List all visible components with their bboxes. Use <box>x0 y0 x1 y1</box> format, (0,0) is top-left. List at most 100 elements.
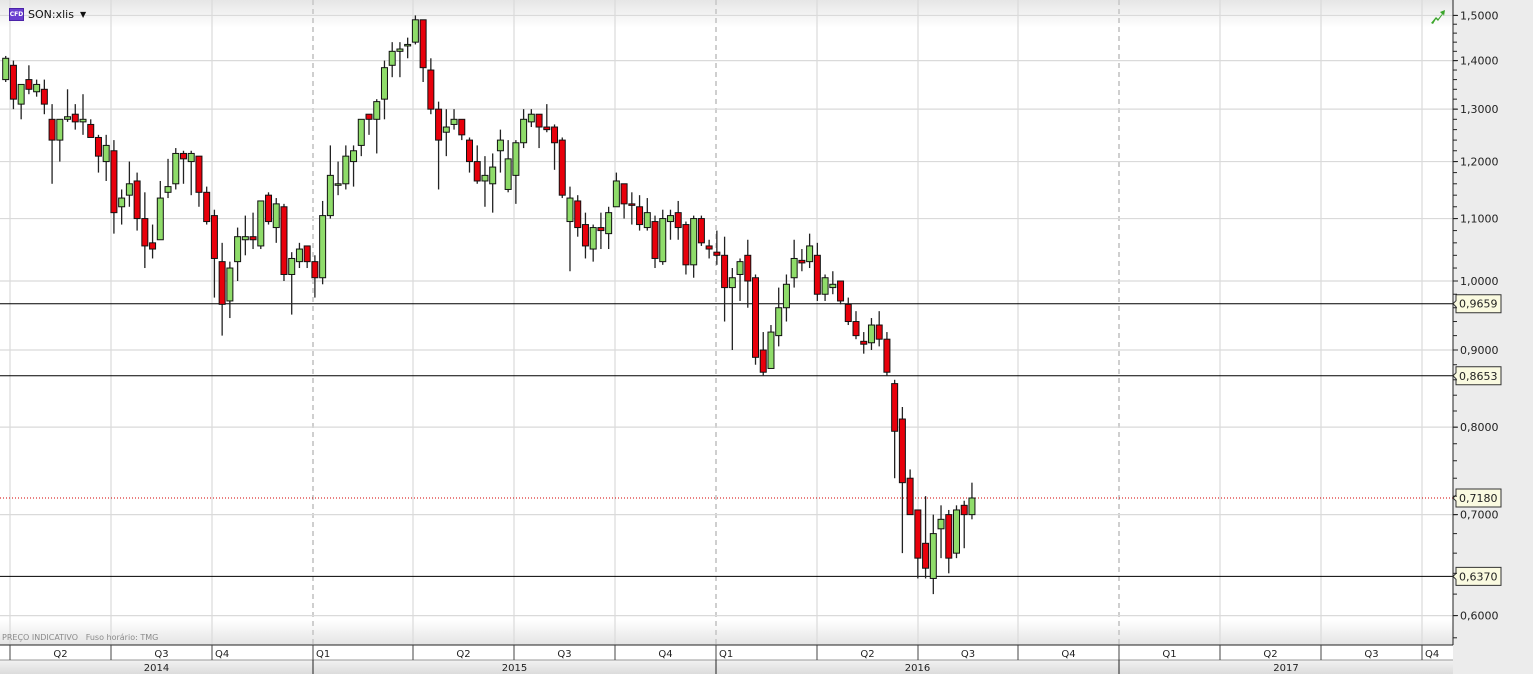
candle-body <box>56 118 64 141</box>
current-price-label: 0,7180 <box>1452 488 1502 508</box>
candle <box>744 239 752 308</box>
candle-body <box>466 139 473 163</box>
candle <box>721 236 729 322</box>
candle-body <box>496 139 504 152</box>
candle-body <box>906 477 914 516</box>
candle-body <box>535 113 543 128</box>
candle <box>659 209 667 265</box>
symbol-selector[interactable]: CFD SON:xlis ▼ <box>9 8 86 21</box>
candle-body <box>952 509 960 554</box>
quarter-label: Q2 <box>860 649 874 660</box>
price-label-box <box>1452 488 1502 508</box>
candle <box>295 242 303 269</box>
candle <box>837 280 845 305</box>
candle <box>520 109 528 149</box>
candle-body <box>365 113 373 120</box>
candle <box>929 514 937 595</box>
candle-body <box>357 118 365 146</box>
candle <box>226 261 234 319</box>
candle <box>798 249 806 272</box>
candle <box>867 318 875 351</box>
candle <box>280 203 288 281</box>
horizontal-levels[interactable]: 0,9659 0,8653 0,6370 0,7180 <box>0 294 1502 586</box>
candle <box>102 134 110 181</box>
candle-body <box>203 191 211 223</box>
year-label: 2014 <box>144 663 169 674</box>
candle-body <box>249 236 257 241</box>
price-tick-label: 1,3000 <box>1460 103 1499 116</box>
candle <box>782 274 790 322</box>
year-label: 2016 <box>905 663 930 674</box>
candle <box>17 83 25 120</box>
candle <box>898 407 906 554</box>
candle <box>767 325 775 369</box>
candle <box>33 79 41 97</box>
candle-body <box>489 166 497 185</box>
candle <box>64 89 72 122</box>
candle <box>806 233 814 269</box>
candle <box>411 15 419 45</box>
price-axis[interactable]: 1,5000 1,4000 1,3000 1,2000 1,1000 1,0000 0,90… <box>1452 0 1499 645</box>
candle <box>481 156 489 207</box>
candle-body <box>798 259 806 264</box>
candle-body <box>388 50 396 66</box>
candle <box>187 150 195 196</box>
candle <box>365 113 373 135</box>
quarter-label: Q3 <box>154 649 168 660</box>
candle <box>914 509 922 579</box>
candle <box>543 104 551 133</box>
candle-body <box>821 277 829 295</box>
price-tick-label: 0,8000 <box>1460 421 1499 434</box>
candle-body <box>473 161 481 182</box>
cfd-badge-icon: CFD <box>9 8 24 21</box>
candle <box>844 297 852 326</box>
candle <box>697 215 705 246</box>
candle-body <box>682 224 690 266</box>
candle-body <box>543 126 551 131</box>
candle-body <box>373 101 381 120</box>
symbol-label: SON:xlis <box>28 8 74 21</box>
price-label: 0,6370 <box>1459 570 1498 583</box>
candle <box>574 195 582 237</box>
candle <box>110 140 118 234</box>
caret-down-icon[interactable]: ▼ <box>79 10 87 19</box>
time-axis[interactable]: Q2 Q3 Q4 Q1 Q2 Q3 Q4 Q1 Q2 Q3 Q4 Q1 Q2 Q3 Q4 2014 2015 20… <box>0 644 1453 674</box>
candle-body <box>226 267 234 302</box>
candle-body <box>319 215 327 279</box>
price-label: 0,9659 <box>1459 298 1498 311</box>
candle <box>612 172 620 208</box>
candle <box>195 155 203 207</box>
candle <box>852 311 860 340</box>
candle-body <box>628 203 636 206</box>
candle-body <box>860 340 868 345</box>
candle-body <box>713 251 721 256</box>
price-tick-label: 1,5000 <box>1460 9 1499 22</box>
candle-body <box>210 215 218 259</box>
candle-body <box>280 206 288 275</box>
candle-body <box>411 19 419 43</box>
candle-body <box>295 248 303 263</box>
candle <box>156 180 164 241</box>
candle-body <box>218 261 226 305</box>
candle <box>906 469 914 516</box>
candle <box>71 104 79 130</box>
candle-body <box>775 307 783 337</box>
candle <box>458 118 466 141</box>
price-tick-label: 0,7000 <box>1460 509 1499 522</box>
candle <box>504 140 512 193</box>
candle <box>651 215 659 269</box>
candle-body <box>937 518 945 530</box>
candle-body <box>427 69 435 110</box>
candle-body <box>875 324 883 340</box>
green-trend-arrow-icon[interactable] <box>1430 9 1446 25</box>
candle <box>319 200 327 285</box>
timezone-label: Fuso horário: TMG <box>85 633 159 642</box>
candle <box>125 161 133 207</box>
candles <box>2 15 976 595</box>
candle <box>288 252 296 315</box>
price-tick-label: 1,4000 <box>1460 55 1499 68</box>
price-label: 0,7180 <box>1459 492 1498 505</box>
candle-body <box>118 197 126 208</box>
candle-body <box>311 261 319 279</box>
